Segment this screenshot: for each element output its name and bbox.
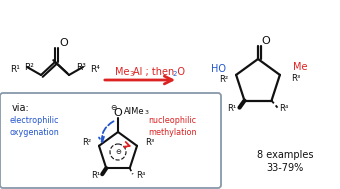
Text: R⁴: R⁴ bbox=[136, 171, 145, 180]
Text: R²: R² bbox=[24, 64, 34, 73]
Text: R²: R² bbox=[82, 138, 91, 147]
Text: Al ; then O: Al ; then O bbox=[133, 67, 185, 77]
Text: R¹: R¹ bbox=[10, 66, 20, 74]
Text: via:: via: bbox=[12, 103, 30, 113]
Text: ⊖: ⊖ bbox=[110, 104, 116, 112]
Text: R³: R³ bbox=[145, 138, 154, 147]
Text: Me: Me bbox=[115, 67, 130, 77]
Text: 2: 2 bbox=[173, 71, 177, 77]
FancyArrowPatch shape bbox=[99, 121, 114, 142]
Text: HO: HO bbox=[211, 64, 226, 74]
FancyBboxPatch shape bbox=[0, 93, 221, 188]
Text: electrophilic
oxygenation: electrophilic oxygenation bbox=[10, 116, 60, 137]
Text: R¹: R¹ bbox=[227, 104, 237, 113]
Text: R³: R³ bbox=[291, 74, 300, 83]
Text: R²: R² bbox=[219, 75, 228, 84]
Text: O: O bbox=[59, 38, 68, 48]
Text: R³: R³ bbox=[76, 64, 86, 73]
Text: AlMe: AlMe bbox=[124, 106, 144, 115]
Text: Me: Me bbox=[293, 62, 307, 72]
Text: nucleophilic
methylation: nucleophilic methylation bbox=[148, 116, 197, 137]
Text: 33-79%: 33-79% bbox=[266, 163, 304, 173]
Text: R⁴: R⁴ bbox=[90, 66, 100, 74]
Text: O: O bbox=[114, 108, 122, 118]
Text: R¹: R¹ bbox=[91, 171, 100, 180]
Text: ⊖: ⊖ bbox=[115, 149, 121, 155]
Text: 8 examples: 8 examples bbox=[257, 150, 313, 160]
Text: O: O bbox=[261, 36, 270, 46]
Text: 3: 3 bbox=[145, 111, 149, 115]
Text: R⁴: R⁴ bbox=[279, 104, 289, 113]
Text: 3: 3 bbox=[129, 71, 134, 77]
FancyArrowPatch shape bbox=[124, 142, 130, 147]
